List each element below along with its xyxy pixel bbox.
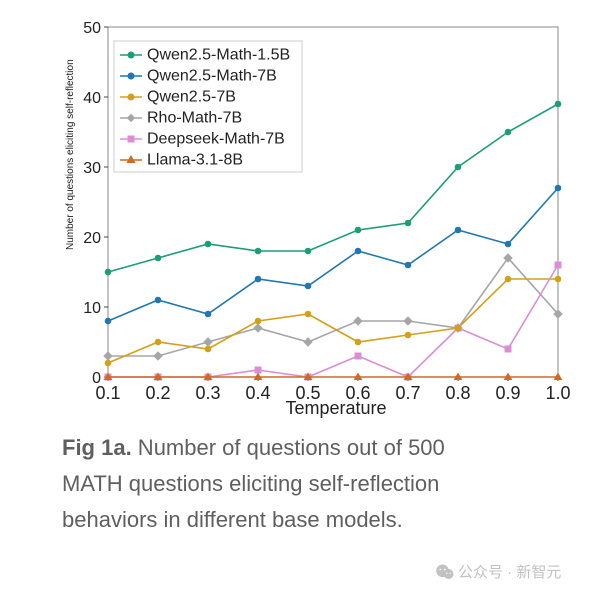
svg-text:0.2: 0.2 bbox=[145, 383, 170, 403]
svg-text:Qwen2.5-Math-1.5B: Qwen2.5-Math-1.5B bbox=[147, 47, 290, 64]
svg-text:0.4: 0.4 bbox=[245, 383, 270, 403]
svg-text:10: 10 bbox=[83, 300, 101, 317]
svg-text:30: 30 bbox=[83, 160, 101, 177]
svg-text:20: 20 bbox=[83, 230, 101, 247]
svg-text:Rho-Math-7B: Rho-Math-7B bbox=[147, 110, 242, 127]
svg-text:0.3: 0.3 bbox=[195, 383, 220, 403]
svg-text:Llama-3.1-8B: Llama-3.1-8B bbox=[147, 152, 243, 169]
svg-text:0.1: 0.1 bbox=[95, 383, 120, 403]
svg-text:1.0: 1.0 bbox=[545, 383, 570, 403]
svg-text:Qwen2.5-7B: Qwen2.5-7B bbox=[147, 89, 236, 106]
svg-text:0.9: 0.9 bbox=[495, 383, 520, 403]
svg-text:Deepseek-Math-7B: Deepseek-Math-7B bbox=[147, 131, 285, 148]
svg-text:Qwen2.5-Math-7B: Qwen2.5-Math-7B bbox=[147, 68, 277, 85]
svg-text:40: 40 bbox=[83, 90, 101, 107]
svg-text:0.7: 0.7 bbox=[395, 383, 420, 403]
svg-text:0.8: 0.8 bbox=[445, 383, 470, 403]
svg-text:50: 50 bbox=[83, 20, 101, 37]
